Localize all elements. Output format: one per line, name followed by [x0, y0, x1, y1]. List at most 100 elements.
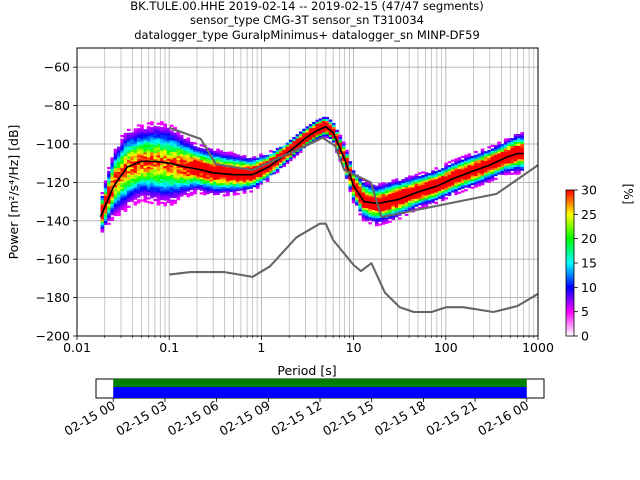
density-cell: [503, 167, 508, 170]
density-cell: [153, 145, 158, 148]
density-cell: [212, 166, 217, 169]
density-cell: [474, 177, 478, 180]
density-cell: [150, 138, 154, 141]
density-cell: [219, 182, 224, 186]
density-cell: [391, 204, 396, 207]
density-cell: [517, 158, 521, 162]
density-cell: [493, 158, 498, 161]
density-cell: [140, 166, 144, 169]
density-cell: [517, 145, 521, 148]
density-cell: [126, 149, 131, 153]
density-cell: [209, 177, 214, 180]
density-cell: [160, 138, 164, 141]
density-cell: [497, 153, 501, 156]
density-cell: [457, 162, 462, 166]
density-cell: [100, 191, 105, 195]
density-cell: [100, 205, 105, 208]
density-cell: [136, 135, 141, 139]
density-cell: [209, 179, 214, 182]
density-cell: [368, 187, 372, 190]
density-cell: [176, 196, 181, 199]
density-cell: [150, 146, 154, 149]
density-cell: [196, 166, 201, 169]
density-cell: [474, 183, 478, 186]
density-cell: [358, 199, 363, 202]
density-cell: [388, 182, 392, 185]
density-cell: [361, 188, 366, 191]
density-cell: [374, 189, 379, 192]
density-cell: [103, 220, 108, 223]
density-cell: [193, 149, 197, 153]
density-cell: [510, 162, 515, 166]
density-cell: [146, 153, 151, 156]
density-cell: [302, 136, 306, 139]
density-cell: [490, 175, 495, 178]
density-cell: [176, 176, 181, 180]
density-cell: [381, 207, 386, 210]
density-cell: [292, 148, 296, 151]
density-cell: [130, 153, 134, 156]
density-cell: [305, 137, 310, 141]
density-cell: [355, 184, 359, 187]
density-cell: [513, 143, 518, 146]
density-cell: [146, 141, 151, 144]
density-cell: [269, 171, 273, 174]
density-cell: [441, 185, 445, 188]
density-cell: [173, 151, 177, 154]
density-cell: [348, 161, 353, 164]
density-cell: [209, 160, 214, 163]
density-cell: [417, 187, 422, 190]
density-cell: [249, 190, 253, 193]
density-cell: [232, 168, 237, 171]
density-cell: [120, 138, 124, 141]
density-cell: [150, 186, 154, 189]
density-cell: [450, 163, 455, 166]
density-cell: [351, 179, 356, 183]
density-cell: [388, 201, 392, 204]
density-cell: [120, 207, 124, 211]
density-cell: [484, 178, 488, 181]
density-cell: [408, 190, 412, 194]
density-cell: [136, 141, 141, 144]
density-cell: [381, 216, 386, 220]
density-cell: [447, 170, 452, 173]
density-cell: [120, 198, 124, 201]
density-cell: [110, 161, 115, 164]
density-cell: [219, 188, 224, 191]
density-cell: [424, 191, 429, 194]
density-cell: [133, 147, 138, 150]
density-cell: [361, 213, 366, 216]
density-cell: [470, 180, 475, 184]
density-cell: [113, 194, 118, 197]
density-cell: [163, 173, 167, 176]
density-cell: [365, 209, 369, 212]
density-cell: [474, 181, 478, 184]
density-cell: [156, 180, 161, 183]
density-cell: [484, 174, 488, 177]
density-cell: [166, 196, 171, 200]
density-cell: [262, 166, 267, 169]
density-cell: [173, 155, 177, 158]
density-cell: [196, 174, 201, 177]
density-cell: [126, 163, 131, 166]
density-cell: [503, 151, 508, 155]
density-cell: [464, 168, 468, 171]
density-cell: [196, 160, 201, 163]
density-cell: [378, 192, 382, 195]
density-cell: [394, 203, 399, 206]
density-cell: [348, 180, 353, 183]
density-cell: [381, 182, 386, 185]
density-cell: [110, 191, 115, 195]
density-cell: [355, 186, 359, 189]
density-cell: [156, 147, 161, 150]
density-cell: [249, 171, 253, 174]
density-cell: [477, 161, 482, 164]
density-cell: [394, 180, 399, 183]
density-cell: [348, 187, 353, 191]
density-cell: [480, 158, 485, 161]
density-cell: [222, 176, 227, 180]
density-cell: [447, 161, 452, 164]
density-cell: [467, 159, 472, 162]
density-cell: [381, 186, 386, 189]
density-cell: [133, 151, 138, 154]
